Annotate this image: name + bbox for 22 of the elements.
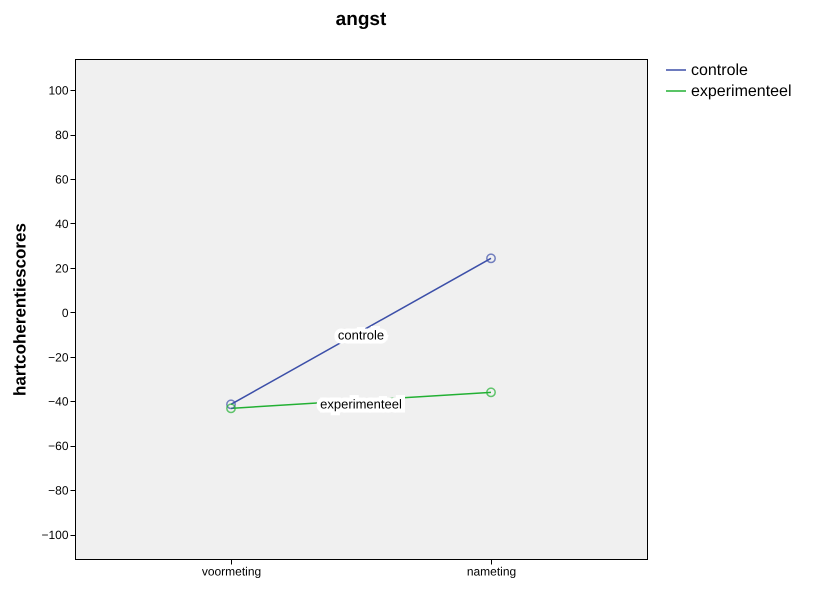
y-tick-label: 0 bbox=[62, 306, 69, 320]
y-tick-label: 20 bbox=[55, 261, 69, 276]
point bbox=[226, 399, 236, 410]
chart-title: angst bbox=[336, 9, 387, 30]
y-tick-label: −100 bbox=[41, 528, 69, 542]
legend-label: experimenteel bbox=[691, 83, 792, 100]
y-tick-label: −60 bbox=[48, 439, 69, 454]
point bbox=[226, 403, 236, 414]
y-tick-label: −40 bbox=[48, 394, 69, 409]
y-axis-title: hartcoherentiescores bbox=[10, 223, 30, 396]
x-tick-label: nameting bbox=[466, 564, 516, 578]
point bbox=[486, 253, 496, 264]
y-tick-label: −20 bbox=[48, 350, 69, 364]
legend-label: controle bbox=[691, 62, 748, 79]
text: experimenteel bbox=[320, 396, 402, 412]
x-tick-label: voormeting bbox=[202, 564, 262, 578]
y-tick-label: 80 bbox=[55, 128, 69, 142]
point bbox=[486, 387, 496, 398]
y-tick-label: 40 bbox=[55, 216, 69, 231]
y-tick-label: −80 bbox=[48, 484, 69, 498]
y-tick-label: 100 bbox=[48, 84, 69, 98]
y-tick-label: 60 bbox=[55, 172, 69, 186]
